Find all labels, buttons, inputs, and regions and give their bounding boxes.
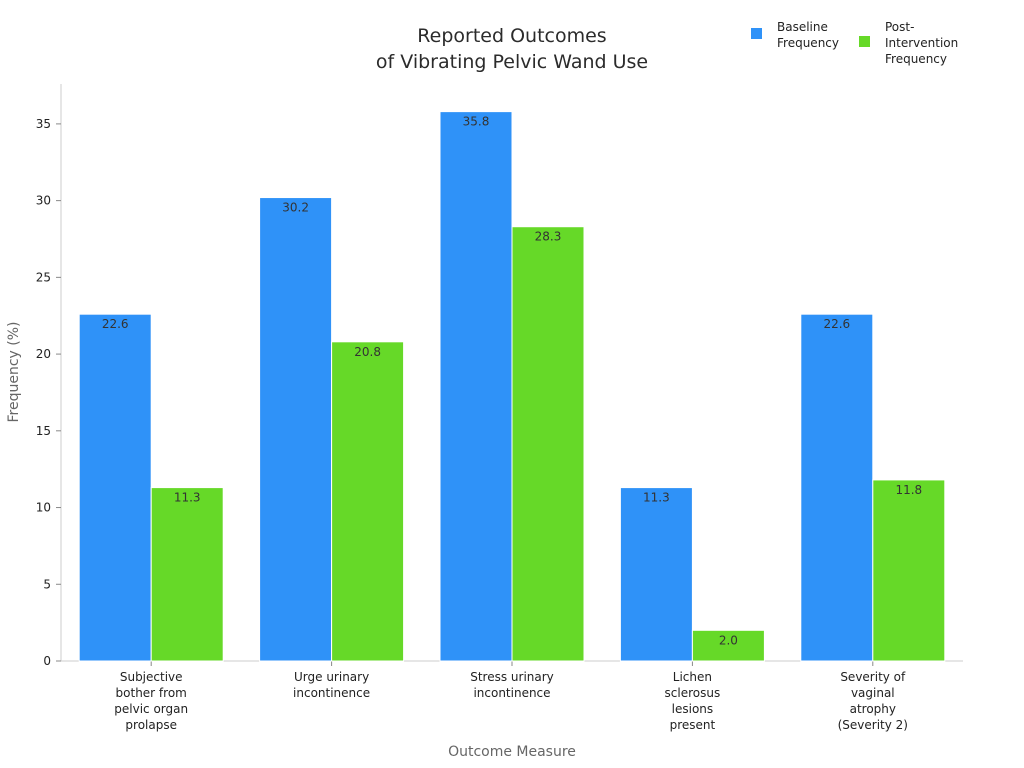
bar-value-label: 11.3 bbox=[174, 491, 201, 505]
x-tick-label: Urge urinary incontinence bbox=[293, 670, 370, 700]
y-tick-label: 20 bbox=[36, 347, 51, 361]
legend-swatch bbox=[751, 28, 762, 39]
y-tick-label: 10 bbox=[36, 501, 51, 515]
y-axis-title: Frequency (%) bbox=[6, 321, 22, 422]
y-tick-label: 35 bbox=[36, 117, 51, 131]
y-tick-label: 25 bbox=[36, 270, 51, 284]
y-tick-label: 15 bbox=[36, 424, 51, 438]
bar-post-intervention bbox=[150, 487, 224, 662]
y-tick-label: 30 bbox=[36, 194, 51, 208]
x-tick-label: Subjective bother from pelvic organ prolaps… bbox=[114, 670, 188, 732]
bar-value-label: 22.6 bbox=[823, 317, 850, 331]
bar-value-label: 2.0 bbox=[719, 633, 738, 647]
value-labels: 22.6 11.3 30.2 20.8 35.8 28.3 11.3 2.0 22.6 11.8 bbox=[102, 115, 922, 648]
axes: 0 5 10 15 20 25 30 35 Subjective bother from pelvi… bbox=[36, 84, 963, 732]
bar-baseline bbox=[78, 313, 152, 662]
y-tick-label: 0 bbox=[43, 654, 51, 668]
legend-label: Post-Intervention Frequency bbox=[885, 20, 958, 66]
legend: Baseline Frequency Post-Intervention Freque… bbox=[751, 20, 958, 66]
bar-baseline bbox=[439, 111, 513, 662]
bar-post-intervention bbox=[331, 341, 405, 662]
chart-title-line: Reported Outcomes bbox=[417, 25, 606, 47]
x-tick-label: Severity of vaginal atrophy (Severity 2) bbox=[838, 670, 908, 732]
bar-post-intervention bbox=[691, 629, 765, 662]
bar-value-label: 22.6 bbox=[102, 317, 129, 331]
bar-post-intervention bbox=[872, 479, 946, 662]
y-tick-label: 5 bbox=[43, 577, 51, 591]
bar-baseline bbox=[259, 197, 333, 662]
bar-value-label: 20.8 bbox=[354, 345, 381, 359]
bar-post-intervention bbox=[511, 226, 585, 662]
bar-value-label: 28.3 bbox=[535, 230, 562, 244]
chart-title: Reported Outcomes of Vibrating Pelvic Wan… bbox=[376, 25, 648, 73]
legend-label: Baseline Frequency bbox=[777, 20, 839, 50]
x-tick-label: Lichen sclerosus lesions present bbox=[665, 670, 721, 732]
chart-title-line: of Vibrating Pelvic Wand Use bbox=[376, 51, 648, 73]
legend-swatch bbox=[859, 36, 870, 47]
x-axis-title: Outcome Measure bbox=[448, 744, 576, 760]
bar-value-label: 30.2 bbox=[282, 201, 309, 215]
bar-baseline bbox=[619, 487, 693, 662]
bar-value-label: 11.3 bbox=[643, 491, 670, 505]
bar-baseline bbox=[800, 313, 874, 662]
bar-value-label: 11.8 bbox=[895, 483, 922, 497]
bar-value-label: 35.8 bbox=[463, 115, 490, 129]
x-tick-label: Stress urinary incontinence bbox=[470, 670, 554, 700]
bars bbox=[78, 111, 946, 662]
